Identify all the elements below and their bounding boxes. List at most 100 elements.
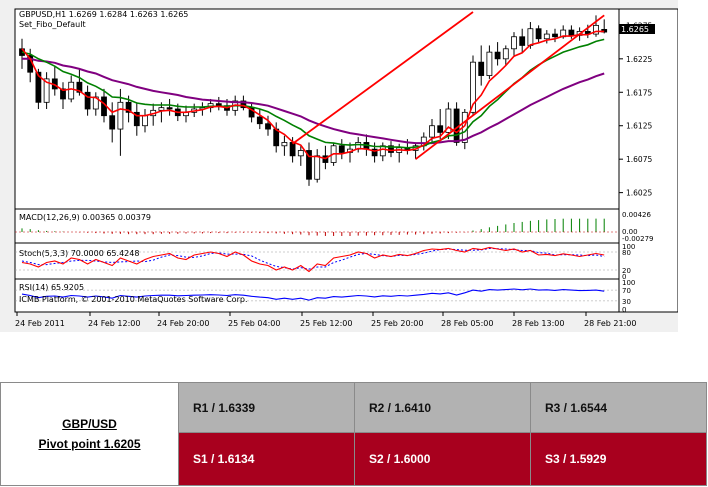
- candle-body: [142, 115, 148, 127]
- candle-body: [43, 78, 50, 103]
- price-tick-label: 1.6125: [626, 122, 652, 131]
- candle-body: [125, 101, 132, 113]
- stoch-label: Stoch(5,3,3) 70.0000 65.4248: [19, 249, 139, 258]
- candle-body: [84, 91, 91, 110]
- candle-body: [109, 115, 116, 130]
- time-tick-label: 28 Feb 21:00: [584, 319, 636, 328]
- template-label: Set_Fibo_Default: [19, 20, 86, 29]
- price-tick-label: 1.6025: [626, 189, 652, 198]
- resistance-2-cell: R2 / 1.6410: [354, 382, 531, 433]
- macd-pane[interactable]: [14, 208, 620, 244]
- stoch-tick-label: 100: [622, 243, 635, 251]
- candle-body: [256, 116, 263, 125]
- rsi-line: [21, 288, 605, 301]
- price-tick-label: 1.6075: [626, 155, 652, 164]
- time-tick-label: 28 Feb 05:00: [441, 319, 493, 328]
- candle-body: [478, 61, 485, 76]
- symbol-label: GBPUSD,H1 1.6269 1.6284 1.6263 1.6265: [19, 10, 188, 19]
- candle-body: [543, 33, 550, 40]
- price-axis: [618, 8, 678, 313]
- candle-body: [297, 150, 304, 157]
- copyright-label: ICMB Platform, © 2001-2010 MetaQuotes So…: [19, 295, 248, 304]
- candle-body: [568, 29, 575, 36]
- candle-body: [494, 51, 501, 60]
- candle-body: [289, 142, 296, 157]
- time-tick-label: 25 Feb 04:00: [228, 319, 280, 328]
- mt4-chart-window[interactable]: 0.00426 0.00 -0.00279 100 80 20 0 100 70 30 0 1.…: [0, 0, 678, 332]
- candle-body: [593, 24, 599, 35]
- fast-ma-line: [21, 30, 605, 160]
- rsi-tick-label: 0: [622, 306, 626, 314]
- candle-body: [68, 81, 75, 100]
- pivot-point-label: Pivot point 1.6205: [38, 437, 141, 451]
- time-tick-label: 25 Feb 12:00: [300, 319, 352, 328]
- trendline: [415, 14, 605, 160]
- candle-body: [117, 101, 124, 130]
- candle-body: [535, 28, 542, 40]
- candle-body: [265, 123, 271, 130]
- slow-ma-line: [22, 57, 605, 145]
- macd-tick-label: 0.00: [622, 228, 638, 236]
- candle-body: [306, 150, 312, 180]
- rsi-tick-label: 100: [622, 279, 635, 287]
- current-price-tag-text: 1.6265: [621, 25, 649, 34]
- time-tick-label: 28 Feb 13:00: [512, 319, 564, 328]
- rsi-pane[interactable]: [14, 278, 620, 313]
- candle-body: [527, 28, 534, 46]
- resistance-1-cell: R1 / 1.6339: [178, 382, 355, 433]
- time-tick-label: 24 Feb 2011: [15, 319, 65, 328]
- macd-series-group: 0.00426 0.00-0.00279: [15, 211, 653, 243]
- price-series-group: [19, 11, 608, 186]
- candle-body: [240, 100, 247, 109]
- support-3-cell: S3 / 1.5929: [530, 432, 707, 486]
- trendline: [292, 11, 474, 145]
- candle-body: [519, 36, 526, 46]
- rsi-tick-label: 30: [622, 298, 631, 306]
- candle-body: [437, 125, 444, 133]
- stoch-main-line: [21, 246, 605, 273]
- stoch-tick-label: 80: [622, 249, 631, 257]
- candle-body: [166, 107, 173, 110]
- candle-body: [511, 36, 517, 50]
- support-1-cell: S1 / 1.6134: [178, 432, 355, 486]
- pair-label: GBP/USD: [62, 417, 117, 431]
- time-tick-label: 25 Feb 20:00: [371, 319, 423, 328]
- candle-body: [502, 48, 509, 60]
- rsi-label: RSI(14) 65.9205: [19, 283, 84, 292]
- macd-tick-label: 0.00426: [622, 211, 651, 219]
- pivot-table: GBP/USD Pivot point 1.6205 R1 / 1.6339 R…: [0, 382, 707, 486]
- stoch-tick-label: 20: [622, 267, 631, 275]
- candle-body: [60, 88, 66, 100]
- candle-body: [470, 61, 476, 113]
- pair-cell: GBP/USD Pivot point 1.6205: [0, 382, 179, 486]
- rsi-tick-label: 70: [622, 287, 631, 295]
- candle-body: [76, 81, 83, 93]
- macd-tick-label: -0.00279: [622, 235, 653, 243]
- support-2-cell: S2 / 1.6000: [354, 432, 531, 486]
- stoch-tick-label: 0: [622, 273, 626, 281]
- candle-body: [552, 33, 558, 38]
- candle-body: [388, 145, 394, 153]
- current-price-tag: [619, 24, 655, 34]
- candle-body: [338, 145, 345, 153]
- candle-body: [429, 125, 435, 138]
- candle-body: [158, 107, 165, 111]
- candle-body: [486, 51, 493, 76]
- time-tick-label: 24 Feb 20:00: [157, 319, 209, 328]
- macd-label: MACD(12,26,9) 0.00365 0.00379: [19, 213, 151, 222]
- candle-body: [133, 111, 140, 127]
- candle-body: [281, 142, 288, 147]
- price-tick-label: 1.6225: [626, 55, 652, 64]
- price-tick-label: 1.6175: [626, 88, 652, 97]
- stoch-pane[interactable]: [14, 242, 620, 280]
- candle-body: [35, 71, 42, 103]
- resistance-3-cell: R3 / 1.6544: [530, 382, 707, 433]
- time-tick-label: 24 Feb 12:00: [88, 319, 140, 328]
- candle-body: [445, 108, 452, 133]
- candle-body: [215, 103, 222, 107]
- candle-body: [314, 155, 321, 180]
